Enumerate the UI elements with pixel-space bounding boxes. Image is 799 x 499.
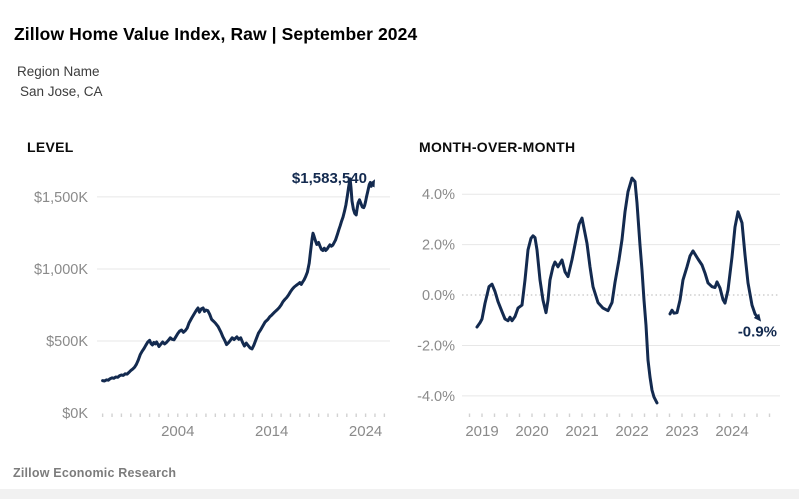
bottom-bar — [0, 489, 799, 499]
y-tick-label: 0.0% — [422, 288, 455, 304]
x-tick-label: 2023 — [665, 423, 698, 440]
y-tick-label: 4.0% — [422, 187, 455, 203]
x-tick-label: 2014 — [255, 423, 288, 440]
y-tick-label: -4.0% — [417, 389, 455, 405]
y-tick-label: $500K — [46, 334, 88, 350]
y-tick-label: $1,000K — [34, 262, 88, 278]
region-block: Region Name San Jose, CA — [17, 62, 103, 102]
region-value: San Jose, CA — [20, 84, 103, 99]
mom-end-value-annotation: -0.9% — [738, 324, 777, 341]
y-tick-label: -2.0% — [417, 338, 455, 354]
x-tick-label: 2004 — [161, 423, 194, 440]
x-tick-label: 2021 — [565, 423, 598, 440]
level-end-value-annotation: $1,583,540 — [292, 170, 367, 187]
y-tick-label: $0K — [62, 406, 88, 422]
y-tick-label: $1,500K — [34, 190, 88, 206]
page-title: Zillow Home Value Index, Raw | September… — [14, 24, 418, 44]
x-tick-label: 2022 — [615, 423, 648, 440]
x-tick-label: 2020 — [515, 423, 548, 440]
charts-canvas: $1,500K $1,000K $500K $0K 2004 2014 2024 $1,583… — [34, 170, 780, 440]
mom-line — [668, 210, 762, 322]
y-tick-label: 2.0% — [422, 238, 455, 254]
level-line — [101, 177, 375, 383]
level-chart-title: LEVEL — [27, 139, 74, 155]
mom-line — [475, 176, 659, 405]
region-label: Region Name — [17, 64, 100, 79]
x-tick-label: 2019 — [465, 423, 498, 440]
mom-chart-title: MONTH-OVER-MONTH — [419, 139, 576, 155]
source-attribution: Zillow Economic Research — [13, 466, 177, 480]
x-tick-label: 2024 — [715, 423, 748, 440]
x-tick-label: 2024 — [349, 423, 382, 440]
